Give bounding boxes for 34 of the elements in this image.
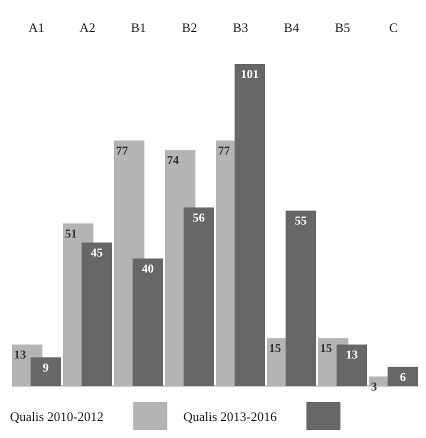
data-label: 6 bbox=[400, 370, 406, 384]
data-label: 15 bbox=[269, 341, 282, 356]
x-tick-label: A1 bbox=[28, 20, 44, 35]
x-tick-label: B3 bbox=[232, 20, 248, 35]
bar bbox=[388, 366, 418, 386]
data-label: 55 bbox=[294, 214, 307, 228]
data-label: 56 bbox=[192, 210, 205, 224]
bar bbox=[336, 344, 367, 386]
bar bbox=[30, 357, 61, 386]
legend-label: Qualis 2013-2016 bbox=[183, 409, 278, 424]
data-label: 77 bbox=[218, 144, 230, 158]
data-label: 77 bbox=[116, 144, 128, 158]
data-label: 51 bbox=[65, 226, 78, 240]
data-label: 3 bbox=[371, 379, 378, 394]
data-label: 9 bbox=[42, 360, 49, 374]
data-label: 45 bbox=[90, 246, 103, 260]
x-tick-label: B1 bbox=[130, 20, 146, 35]
data-label: 101 bbox=[240, 67, 259, 81]
data-label: 40 bbox=[142, 261, 154, 276]
x-tick-label: B4 bbox=[284, 20, 300, 35]
data-label: 15 bbox=[320, 341, 332, 356]
x-tick-label: B5 bbox=[334, 20, 350, 35]
legend-label: Qualis 2010-2012 bbox=[10, 409, 104, 424]
bar bbox=[184, 207, 214, 386]
data-label: 13 bbox=[14, 348, 26, 362]
bar bbox=[82, 242, 112, 386]
bar bbox=[132, 258, 163, 386]
x-tick-label: C bbox=[389, 20, 398, 35]
data-label: 74 bbox=[167, 153, 180, 168]
data-label: 13 bbox=[346, 348, 358, 362]
bar bbox=[286, 210, 316, 386]
x-tick-label: A2 bbox=[80, 20, 96, 35]
bar bbox=[234, 64, 265, 386]
x-tick-label: B2 bbox=[182, 20, 198, 35]
